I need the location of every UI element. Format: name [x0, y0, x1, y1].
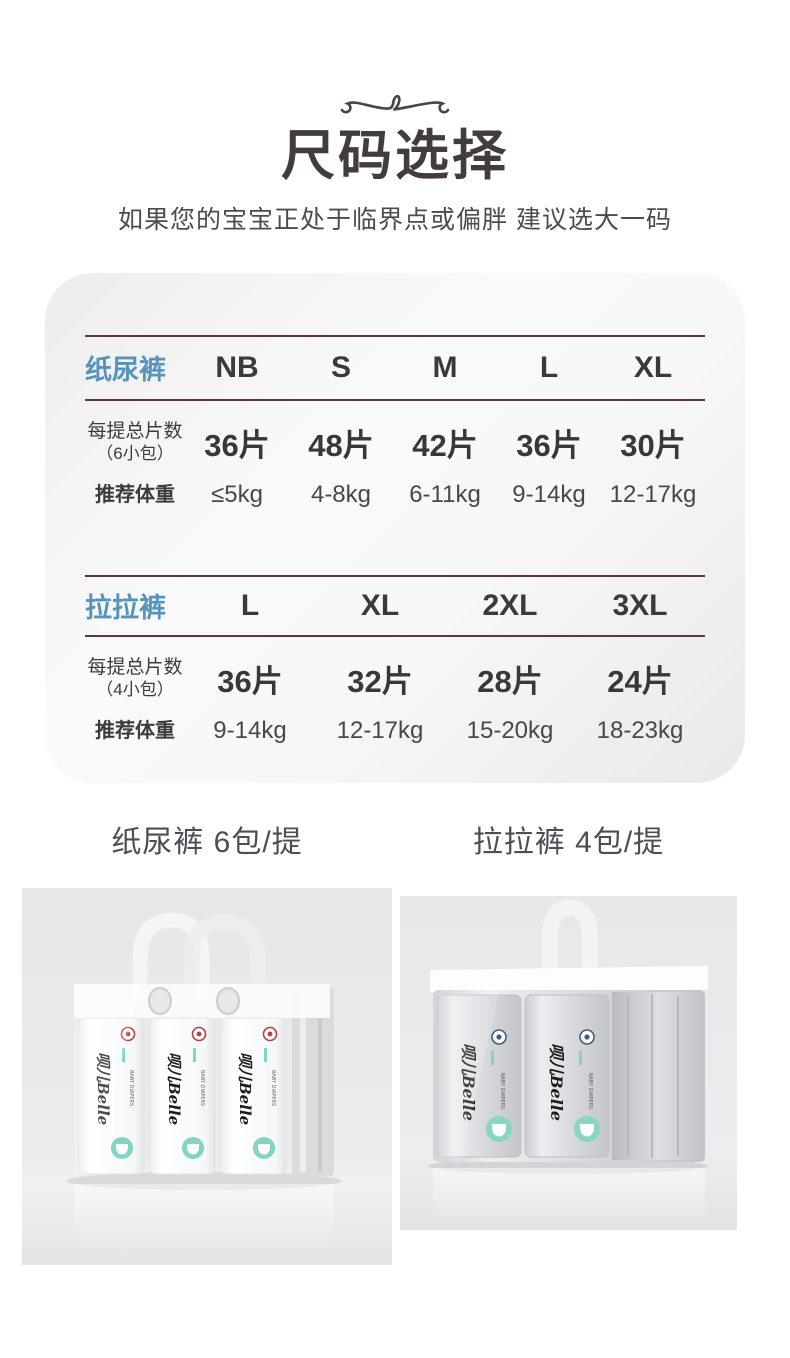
size-column-header: L [539, 350, 559, 384]
weight-value: 6-11kg [409, 480, 481, 508]
pullup-table-body: 每提总片数 （4小包） 36片 32片 28片 24片 推荐体重 9-14kg … [85, 637, 705, 755]
product-photos: 呗儿Belle BABY DIAPERS 呗儿Belle BABY DIAPER… [0, 887, 790, 1265]
table-row-counts: 每提总片数 （4小包） 36片 32片 28片 24片 [85, 651, 705, 707]
count-value: 24片 [607, 664, 673, 700]
size-column-header: S [330, 350, 351, 384]
brand-logo: 呗儿Belle [165, 1052, 183, 1125]
size-guide-page: 尺码选择 如果您的宝宝正处于临界点或偏胖 建议选大一码 纸尿裤 NB S M L… [0, 86, 790, 1358]
grommet-hole [148, 986, 172, 1015]
count-value: 30片 [620, 428, 686, 464]
pullup-pack-image: 呗儿Belle BABY DIAPERS 呗儿Belle BABY DIAPER… [400, 895, 737, 1230]
size-column-header: 2XL [482, 588, 538, 622]
bag-side-gusset [612, 991, 704, 1160]
size-column-header: XL [633, 350, 673, 384]
bag-sheen [433, 989, 500, 1162]
row-label: 推荐体重 [95, 719, 175, 742]
page-subtitle: 如果您的宝宝正处于临界点或偏胖 建议选大一码 [118, 205, 672, 234]
row-label: 每提总片数 （6小包） [87, 421, 183, 463]
size-column-header: M [432, 350, 458, 384]
category-label: 拉拉裤 [85, 593, 166, 624]
weight-value: 9-14kg [213, 716, 287, 744]
count-value: 28片 [477, 664, 543, 700]
diaper-packs: 呗儿Belle BABY DIAPERS 呗儿Belle BABY DIAPER… [74, 983, 287, 1175]
bag-handle [542, 899, 598, 976]
weight-value: 4-8kg [310, 480, 372, 508]
category-label: 纸尿裤 [85, 355, 166, 386]
pack-side-text: BABY DIAPERS [199, 1070, 205, 1106]
weight-value: 15-20kg [466, 716, 554, 744]
count-value: 36片 [217, 664, 283, 700]
count-value: 32片 [347, 664, 413, 700]
brand-logo: 呗儿Belle [236, 1052, 254, 1125]
size-column-header: XL [360, 588, 400, 622]
brand-logo: 呗儿Belle [547, 1043, 566, 1121]
pack-side-text: BABY DIAPERS [128, 1070, 134, 1106]
weight-value: ≤5kg [211, 480, 263, 508]
count-value: 36片 [204, 428, 270, 464]
diaper-pack-image: 呗儿Belle BABY DIAPERS 呗儿Belle BABY DIAPER… [22, 887, 392, 1265]
pack-side-text: BABY DIAPERS [270, 1070, 276, 1106]
grommet-hole [216, 986, 240, 1015]
pack-captions: 纸尿裤 6包/提 拉拉裤 4包/提 [0, 819, 790, 859]
pack-side-text: BABY DIAPERS [587, 1073, 593, 1109]
pullup-packs: 呗儿Belle BABY DIAPERS 呗儿Belle BABY DIAPER… [433, 989, 705, 1162]
count-value: 36片 [516, 428, 582, 464]
reflection [433, 1167, 705, 1226]
page-title: 尺码选择 [281, 126, 509, 186]
table-row-counts: 每提总片数 （6小包） 36片 48片 42片 36片 30片 [85, 415, 705, 471]
pullup-pack-caption: 拉拉裤 4包/提 [472, 825, 665, 859]
diaper-pack-caption: 纸尿裤 6包/提 [111, 825, 303, 859]
weight-value: 18-23kg [596, 716, 684, 744]
row-label: 推荐体重 [95, 483, 175, 506]
reflection [74, 1183, 334, 1254]
table-row-weights: 推荐体重 9-14kg 12-17kg 15-20kg 18-23kg [85, 707, 705, 755]
size-chart-card: 纸尿裤 NB S M L XL 每提总片数 （6小包） 36片 48片 42片 … [45, 272, 745, 783]
table-row-weights: 推荐体重 ≤5kg 4-8kg 6-11kg 9-14kg 12-17kg [85, 471, 705, 519]
diaper-table-header: 纸尿裤 NB S M L XL [85, 334, 705, 401]
count-value: 42片 [412, 428, 478, 464]
bag-sheen [74, 983, 142, 1174]
brand-logo: 呗儿Belle [94, 1052, 112, 1125]
count-value: 48片 [308, 428, 374, 464]
weight-value: 9-14kg [512, 480, 586, 508]
bag-top-band [430, 965, 708, 992]
diaper-table-body: 每提总片数 （6小包） 36片 48片 42片 36片 30片 推荐体重 ≤5k… [85, 401, 705, 519]
size-column-header: L [240, 588, 260, 622]
size-column-header: NB [215, 350, 259, 384]
flourish-ornament-icon [340, 94, 450, 114]
pullup-size-table: 拉拉裤 L XL 2XL 3XL 每提总片数 （4小包） 36片 32片 28片… [85, 574, 705, 755]
size-column-header: 3XL [612, 588, 668, 622]
pack-side-text: BABY DIAPERS [499, 1073, 505, 1109]
brand-logo: 呗儿Belle [459, 1043, 478, 1121]
diaper-size-table: 纸尿裤 NB S M L XL 每提总片数 （6小包） 36片 48片 42片 … [85, 334, 705, 519]
bag-handles [132, 912, 266, 1000]
weight-value: 12-17kg [336, 716, 424, 744]
pullup-table-header: 拉拉裤 L XL 2XL 3XL [85, 574, 705, 637]
transparent-bag [74, 983, 334, 1176]
row-label: 每提总片数 （4小包） [87, 657, 183, 699]
bag-top-band [74, 983, 330, 1018]
weight-value: 12-17kg [609, 480, 697, 508]
